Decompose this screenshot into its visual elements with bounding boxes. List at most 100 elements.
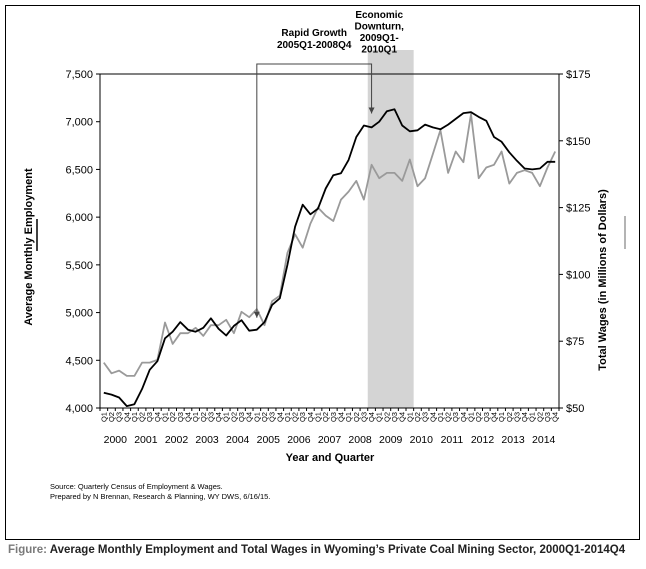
x-quarter-label: Q2 xyxy=(352,412,361,422)
annotation-economic-downturn: Economic xyxy=(355,10,403,21)
x-quarter-label: Q2 xyxy=(291,412,300,422)
recession-shade xyxy=(367,50,414,408)
x-quarter-label: Q2 xyxy=(229,412,238,422)
x-year-label: 2006 xyxy=(287,434,311,446)
x-quarter-label: Q1 xyxy=(99,412,108,422)
figure-caption: Figure: Average Monthly Employment and T… xyxy=(8,544,642,556)
source-note: Source: Quarterly Census of Employment &… xyxy=(50,482,223,491)
x-quarter-label: Q4 xyxy=(122,412,131,422)
x-quarter-label: Q2 xyxy=(321,412,330,422)
x-quarter-label: Q1 xyxy=(405,412,414,422)
y-tick-label-left: 4,500 xyxy=(65,355,93,367)
caption-text: Average Monthly Employment and Total Wag… xyxy=(49,544,626,556)
x-year-label: 2008 xyxy=(348,434,372,446)
x-quarter-label: Q3 xyxy=(512,412,521,422)
x-quarter-label: Q1 xyxy=(222,412,231,422)
annotation-rapid-growth: 2005Q1-2008Q4 xyxy=(277,40,352,51)
x-quarter-label: Q3 xyxy=(359,412,368,422)
x-quarter-label: Q1 xyxy=(436,412,445,422)
x-quarter-label: Q1 xyxy=(314,412,323,422)
x-quarter-label: Q3 xyxy=(451,412,460,422)
x-quarter-label: Q3 xyxy=(329,412,338,422)
x-quarter-label: Q4 xyxy=(520,412,529,422)
x-year-label: 2011 xyxy=(441,434,464,446)
x-quarter-label: Q1 xyxy=(161,412,170,422)
arrowhead xyxy=(253,311,260,318)
prepared-by-note: Prepared by N Brennan, Research & Planni… xyxy=(50,492,270,501)
x-year-label: 2009 xyxy=(379,434,403,446)
y-tick-label-left: 5,500 xyxy=(65,260,93,272)
x-year-label: 2004 xyxy=(226,434,250,446)
y-axis-label-left: Average Monthly Employment xyxy=(23,168,35,326)
x-quarter-label: Q1 xyxy=(528,412,537,422)
annotation-economic-downturn: 2009Q1- xyxy=(360,33,399,44)
x-year-label: 2001 xyxy=(134,434,158,446)
x-quarter-label: Q2 xyxy=(535,412,544,422)
x-quarter-label: Q2 xyxy=(107,412,116,422)
x-quarter-label: Q1 xyxy=(344,412,353,422)
x-quarter-label: Q2 xyxy=(413,412,422,422)
x-quarter-label: Q4 xyxy=(183,412,192,422)
chart: 4,000 4,500 5,000 5,500 6,000 6,500 7,000 7,500… xyxy=(23,10,626,501)
x-quarter-label: Q2 xyxy=(199,412,208,422)
x-year-label: 2000 xyxy=(104,434,128,446)
x-quarter-label: Q1 xyxy=(375,412,384,422)
x-quarter-label: Q4 xyxy=(306,412,315,422)
x-quarter-label: Q1 xyxy=(252,412,261,422)
arrowhead xyxy=(368,107,375,114)
x-quarter-label: Q4 xyxy=(398,412,407,422)
x-quarter-label: Q3 xyxy=(421,412,430,422)
y-tick-label-left: 5,000 xyxy=(65,308,93,320)
x-quarter-label: Q4 xyxy=(275,412,284,422)
x-quarter-label: Q4 xyxy=(428,412,437,422)
y-tick-label-left: 7,000 xyxy=(65,117,93,129)
x-quarter-label: Q4 xyxy=(459,412,468,422)
y-tick-label-right: $50 xyxy=(566,403,584,415)
y-tick-label-right: $75 xyxy=(566,336,584,348)
x-quarter-label: Q1 xyxy=(467,412,476,422)
x-quarter-label: Q4 xyxy=(214,412,223,422)
y-tick-label-left: 7,500 xyxy=(65,69,93,81)
x-quarter-label: Q3 xyxy=(237,412,246,422)
x-quarter-label: Q3 xyxy=(145,412,154,422)
rapid-growth-bracket xyxy=(256,63,373,318)
x-year-label: 2010 xyxy=(410,434,434,446)
x-year-label: 2012 xyxy=(471,434,495,446)
figure-frame: 4,000 4,500 5,000 5,500 6,000 6,500 7,000 7,500… xyxy=(5,5,640,540)
x-quarter-label: Q2 xyxy=(444,412,453,422)
y-axis-label-right: Total Wages (in Millions of Dollars) xyxy=(597,189,609,371)
x-quarter-label: Q1 xyxy=(283,412,292,422)
y-tick-label-left: 6,500 xyxy=(65,164,93,176)
x-axis-label: Year and Quarter xyxy=(286,452,375,464)
x-year-label: 2007 xyxy=(318,434,342,446)
x-quarter-label: Q4 xyxy=(367,412,376,422)
x-quarter-label: Q3 xyxy=(543,412,552,422)
x-quarter-label: Q2 xyxy=(138,412,147,422)
x-quarter-label: Q4 xyxy=(153,412,162,422)
y-tick-label-right: $175 xyxy=(566,69,590,81)
x-year-label: 2005 xyxy=(257,434,281,446)
annotation-economic-downturn: Downturn, xyxy=(355,22,405,33)
x-quarter-label: Q2 xyxy=(260,412,269,422)
plot-frame xyxy=(99,73,560,409)
y-tick-label-left: 4,000 xyxy=(65,403,93,415)
series-line-wages xyxy=(103,113,557,377)
annotation-economic-downturn: 2010Q1 xyxy=(361,45,397,56)
x-quarter-label: Q3 xyxy=(115,412,124,422)
x-quarter-label: Q3 xyxy=(482,412,491,422)
x-quarter-label: Q3 xyxy=(268,412,277,422)
x-quarter-label: Q2 xyxy=(382,412,391,422)
x-quarter-label: Q2 xyxy=(474,412,483,422)
x-year-label: 2013 xyxy=(501,434,525,446)
x-quarter-label: Q4 xyxy=(245,412,254,422)
x-quarter-label: Q3 xyxy=(176,412,185,422)
y-tick-label-right: $125 xyxy=(566,203,590,215)
x-year-label: 2014 xyxy=(532,434,556,446)
x-quarter-label: Q2 xyxy=(505,412,514,422)
x-quarter-label: Q3 xyxy=(206,412,215,422)
x-year-label: 2003 xyxy=(195,434,219,446)
y-tick-label-right: $100 xyxy=(566,269,590,281)
y-tick-label-right: $150 xyxy=(566,136,590,148)
x-quarter-label: Q1 xyxy=(130,412,139,422)
x-quarter-label: Q4 xyxy=(551,412,560,422)
